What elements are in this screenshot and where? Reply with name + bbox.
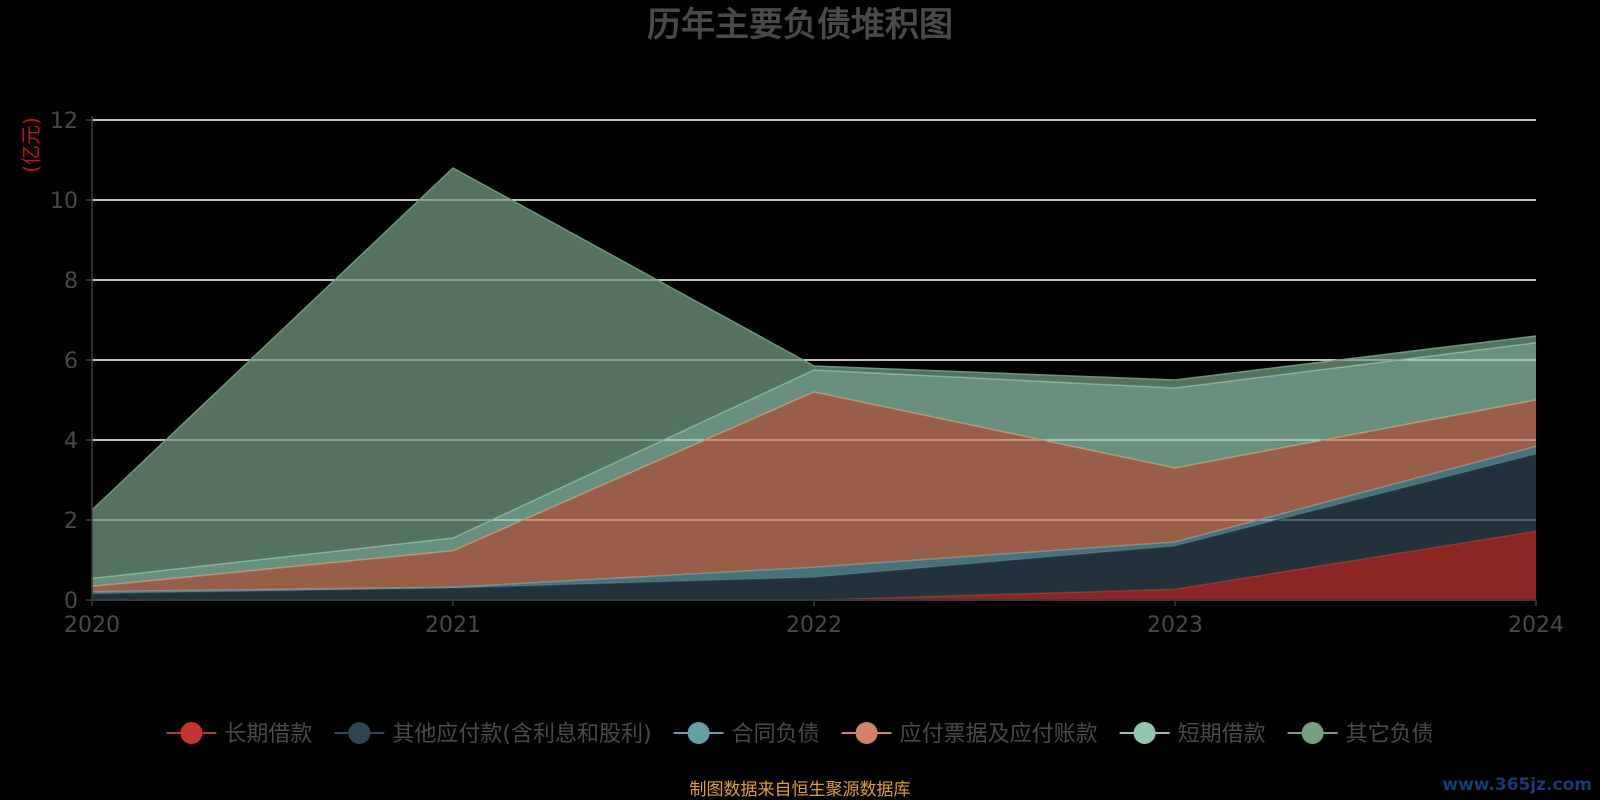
chart-title: 历年主要负债堆积图 <box>647 5 953 45</box>
axes: 0 2 4 6 8 10 12 2020 2021 2022 2023 2024 <box>50 109 1564 638</box>
legend-marker <box>180 722 203 744</box>
y-tick-label: 0 <box>64 589 78 614</box>
legend-marker <box>855 722 878 744</box>
y-axis-unit-label: (亿元) <box>19 117 43 173</box>
legend-label: 合同负债 <box>732 722 820 747</box>
legend-item-5[interactable]: 短期借款 <box>1119 722 1266 747</box>
legend-item-6[interactable]: 其它负债 <box>1287 722 1434 747</box>
legend-marker <box>1301 722 1324 744</box>
legend-marker <box>1133 722 1156 744</box>
legend-marker <box>348 722 371 744</box>
legend-label: 长期借款 <box>224 722 312 747</box>
x-tick-label: 2021 <box>425 613 481 638</box>
legend-label: 其他应付款(含利息和股利) <box>392 722 651 747</box>
legend-label: 应付票据及应付账款 <box>900 722 1098 747</box>
area-series-layer <box>91 167 1537 601</box>
legend-item-1[interactable]: 长期借款 <box>166 722 312 747</box>
legend-label: 短期借款 <box>1178 722 1266 747</box>
x-tick-label: 2020 <box>64 613 120 638</box>
legend-item-3[interactable]: 合同负债 <box>673 722 820 747</box>
area-4 <box>92 392 1536 592</box>
area-5 <box>92 342 1536 587</box>
y-tick-label: 4 <box>64 429 78 454</box>
x-tick-label: 2022 <box>786 613 842 638</box>
legend-label: 其它负债 <box>1346 722 1434 747</box>
legend-item-4[interactable]: 应付票据及应付账款 <box>841 722 1098 747</box>
x-tick-label: 2023 <box>1147 613 1203 638</box>
area-1 <box>92 531 1536 600</box>
y-tick-label: 12 <box>50 109 78 134</box>
area-6 <box>92 168 1536 579</box>
watermark: www.365jz.com <box>1442 775 1592 795</box>
x-tick-label: 2024 <box>1508 613 1564 638</box>
y-tick-label: 2 <box>64 509 78 534</box>
data-source-note: 制图数据来自恒生聚源数据库 <box>690 780 911 800</box>
legend[interactable]: 长期借款 其他应付款(含利息和股利) 合同负债 应付票据及应付账款 短期借款 其它负债 <box>166 722 1434 747</box>
legend-item-2[interactable]: 其他应付款(含利息和股利) <box>334 722 652 747</box>
y-tick-label: 6 <box>64 349 78 374</box>
y-tick-label: 8 <box>64 269 78 294</box>
area-2 <box>92 454 1536 600</box>
area-line-6 <box>91 167 1537 511</box>
y-tick-label: 10 <box>50 189 78 214</box>
legend-marker <box>687 722 710 744</box>
